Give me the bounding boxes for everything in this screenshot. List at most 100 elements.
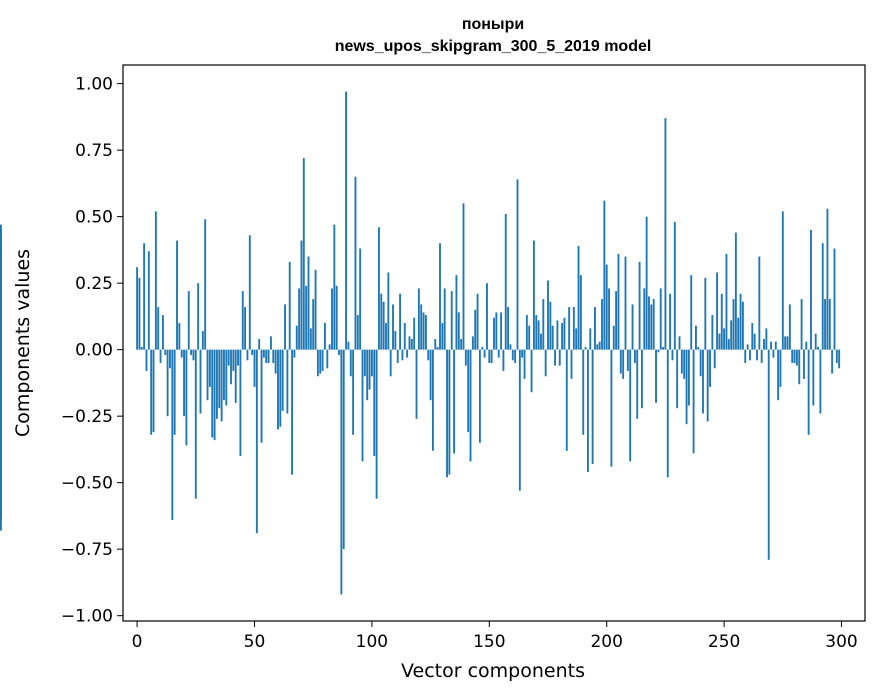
bar <box>490 349 493 363</box>
bar <box>225 349 228 406</box>
bar <box>720 293 723 350</box>
bar <box>835 349 838 363</box>
bar <box>511 349 514 361</box>
bar <box>394 331 397 350</box>
bar <box>488 349 491 363</box>
bar <box>375 349 378 499</box>
bar <box>596 344 599 350</box>
bar <box>706 349 709 422</box>
bar <box>366 349 369 401</box>
y-tick-label: 0.50 <box>75 208 113 228</box>
bar <box>347 341 350 350</box>
bar <box>427 349 430 361</box>
bar <box>288 261 291 350</box>
bar <box>166 349 169 417</box>
x-tick-label: 100 <box>356 632 388 652</box>
bar <box>525 315 528 350</box>
bar <box>554 349 556 366</box>
bar <box>291 349 293 475</box>
bar <box>838 349 841 369</box>
x-tick-label: 0 <box>132 632 143 652</box>
bar <box>732 299 735 350</box>
bar <box>422 312 425 350</box>
bar <box>169 349 171 369</box>
bars-group <box>0 91 841 595</box>
bar <box>643 288 646 350</box>
bar <box>697 346 700 350</box>
bar <box>281 349 284 411</box>
bar <box>711 315 714 350</box>
bar <box>173 349 176 435</box>
bar <box>272 349 275 363</box>
bar <box>617 253 620 350</box>
bar <box>154 211 157 350</box>
bar <box>619 349 622 374</box>
bar <box>683 349 686 379</box>
bar <box>493 317 495 350</box>
bar <box>340 349 343 595</box>
bar <box>760 349 763 363</box>
bar <box>138 277 141 350</box>
bar <box>274 349 277 374</box>
bar <box>157 307 160 350</box>
bar <box>767 349 770 560</box>
bar <box>810 229 812 350</box>
bar <box>746 344 749 350</box>
bar <box>582 349 585 435</box>
bar <box>709 349 711 387</box>
bar <box>385 323 387 350</box>
bar <box>0 293 2 350</box>
bar <box>150 349 153 435</box>
bar <box>603 200 606 350</box>
bar <box>349 349 352 377</box>
bar <box>819 349 822 414</box>
bar <box>514 349 517 363</box>
bar <box>164 349 167 355</box>
bar <box>605 264 608 350</box>
bar <box>324 323 326 350</box>
y-tick-label: 0.00 <box>75 341 113 361</box>
bar <box>187 291 190 350</box>
bar <box>286 349 289 414</box>
bar <box>814 333 817 350</box>
bar <box>269 336 272 350</box>
bar <box>565 349 568 451</box>
bar <box>309 328 312 350</box>
bar <box>460 339 463 350</box>
bar <box>774 341 777 350</box>
bar <box>636 349 639 419</box>
bar <box>833 248 836 350</box>
bar <box>532 240 535 350</box>
bar <box>295 325 298 350</box>
bar <box>671 349 674 361</box>
bar <box>199 349 202 414</box>
bar <box>342 349 345 550</box>
bar <box>373 349 376 457</box>
bar <box>408 336 411 350</box>
bar <box>260 349 263 443</box>
bar <box>779 349 782 387</box>
bar <box>464 349 467 366</box>
bar <box>387 272 390 350</box>
bar <box>319 349 322 374</box>
bar <box>213 349 216 441</box>
bar <box>638 261 641 350</box>
bar <box>666 349 669 478</box>
bar <box>241 291 244 350</box>
bar <box>598 341 601 350</box>
bar <box>734 232 737 350</box>
bar <box>507 307 510 350</box>
bar <box>723 328 726 350</box>
bar <box>410 339 413 350</box>
bar <box>368 349 371 390</box>
bar <box>781 211 784 350</box>
bar <box>448 349 451 475</box>
bar <box>471 336 474 350</box>
bar <box>695 325 697 350</box>
bar <box>803 349 805 379</box>
bar <box>338 349 340 355</box>
bar <box>417 288 420 350</box>
bar <box>429 349 432 401</box>
bar <box>380 293 383 350</box>
bar <box>744 349 747 363</box>
